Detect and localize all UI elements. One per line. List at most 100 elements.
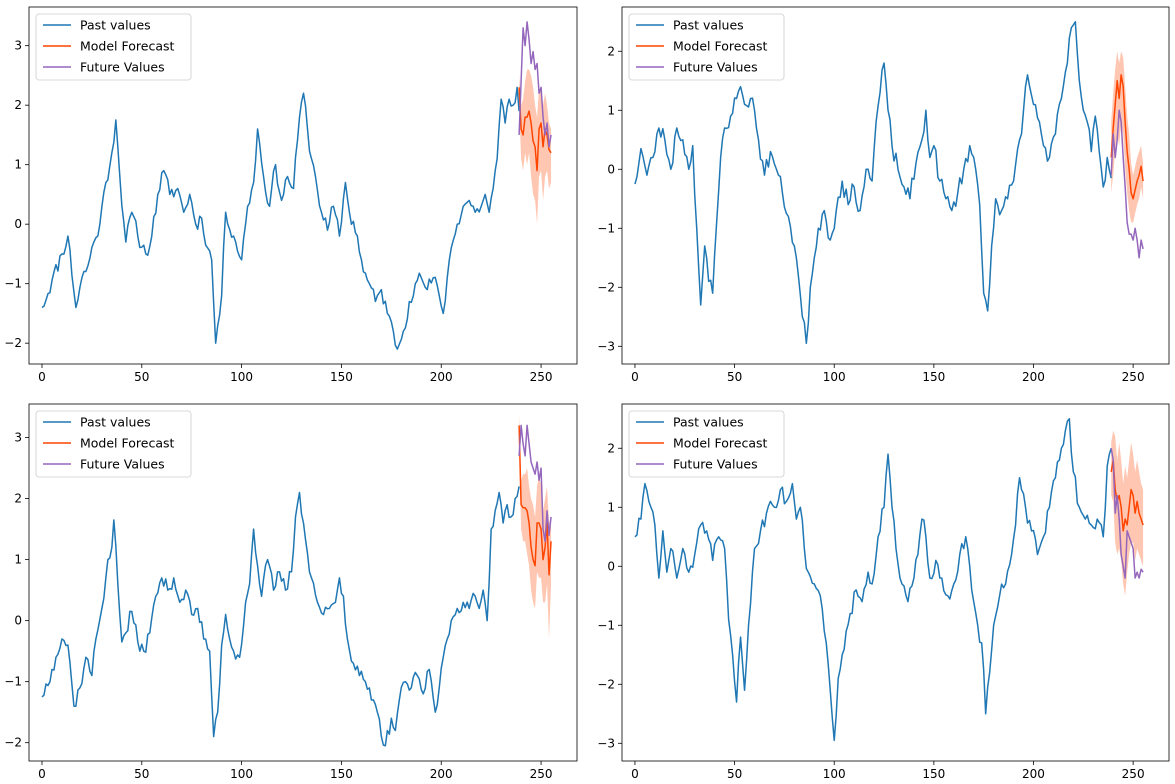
y-tick-label: −2	[4, 336, 22, 350]
x-tick-label: 200	[1022, 767, 1045, 781]
y-tick-label: 0	[607, 162, 615, 176]
x-tick-label: 0	[38, 767, 46, 781]
legend-label: Past values	[673, 415, 744, 430]
x-tick-label: 150	[330, 370, 353, 384]
legend: Past values Model Forecast Future Values	[628, 410, 785, 478]
legend: Past values Model Forecast Future Values	[628, 13, 785, 81]
x-tick-label: 100	[230, 370, 253, 384]
subplot-1: 0 50 100 150 200 250 −2 −1 0 1 2 3 Past values Model …	[4, 6, 578, 384]
y-tick-label: −1	[597, 618, 615, 632]
y-tick-label: 1	[14, 158, 22, 172]
x-tick-label: 250	[1122, 370, 1145, 384]
x-tick-label: 250	[530, 370, 553, 384]
subplot-2: 0 50 100 150 200 250 −3 −2 −1 0 1 2 Past values Model…	[597, 6, 1170, 384]
legend: Past values Model Forecast Future Values	[35, 13, 192, 81]
legend-label: Model Forecast	[673, 436, 767, 451]
past-values-line	[634, 21, 1112, 345]
future-values-line	[518, 424, 552, 543]
y-tick-label: −1	[597, 221, 615, 235]
x-tick-label: 100	[823, 370, 846, 384]
legend-label: Future Values	[673, 457, 758, 472]
x-tick-label: 50	[727, 767, 742, 781]
x-tick-label: 100	[823, 767, 846, 781]
y-tick-label: −2	[597, 677, 615, 691]
y-tick-label: −3	[597, 736, 615, 750]
legend-box	[35, 13, 192, 81]
x-tick-label: 0	[631, 370, 639, 384]
legend: Past values Model Forecast Future Values	[35, 410, 192, 478]
y-tick-label: 0	[14, 217, 22, 231]
x-tick-label: 200	[430, 370, 453, 384]
x-axis: 0 50 100 150 200 250	[631, 761, 1145, 781]
x-tick-label: 250	[1122, 767, 1145, 781]
x-tick-label: 150	[922, 370, 945, 384]
x-tick-label: 100	[230, 767, 253, 781]
y-tick-label: −3	[597, 339, 615, 353]
y-tick-label: −2	[597, 280, 615, 294]
y-tick-label: −1	[4, 277, 22, 291]
y-tick-label: −2	[4, 736, 22, 750]
legend-label: Past values	[80, 18, 151, 33]
legend-label: Past values	[673, 18, 744, 33]
axes-frame	[621, 6, 1170, 365]
future-values-line	[518, 21, 552, 148]
past-values-line	[634, 418, 1112, 742]
axes-frame	[621, 403, 1170, 762]
y-tick-label: 2	[607, 441, 615, 455]
x-tick-label: 150	[922, 767, 945, 781]
y-axis: −3 −2 −1 0 1 2	[597, 441, 622, 750]
y-tick-label: 3	[14, 39, 22, 53]
plot-area	[41, 21, 552, 350]
forecast-interval-band	[1111, 430, 1144, 596]
legend-label: Model Forecast	[80, 39, 174, 54]
x-tick-label: 50	[727, 370, 742, 384]
legend-label: Past values	[80, 415, 151, 430]
legend-box	[35, 410, 192, 478]
past-values-line	[41, 86, 520, 350]
y-tick-label: 0	[14, 614, 22, 628]
x-tick-label: 50	[134, 767, 149, 781]
y-tick-label: 2	[607, 44, 615, 58]
y-axis: −2 −1 0 1 2 3	[4, 431, 29, 750]
legend-label: Model Forecast	[80, 436, 174, 451]
x-tick-label: 200	[430, 767, 453, 781]
x-tick-label: 0	[38, 370, 46, 384]
y-tick-label: 2	[14, 98, 22, 112]
x-tick-label: 200	[1022, 370, 1045, 384]
y-tick-label: 3	[14, 431, 22, 445]
past-values-line	[41, 486, 520, 747]
x-axis: 0 50 100 150 200 250	[38, 761, 553, 781]
legend-label: Future Values	[80, 457, 165, 472]
y-tick-label: 1	[607, 103, 615, 117]
legend-box	[628, 13, 785, 81]
y-tick-label: −1	[4, 675, 22, 689]
y-axis: −2 −1 0 1 2 3	[4, 39, 29, 350]
subplot-3: 0 50 100 150 200 250 −2 −1 0 1 2 3 Past values Model …	[4, 403, 578, 781]
plot-area	[634, 21, 1144, 345]
subplot-4: 0 50 100 150 200 250 −3 −2 −1 0 1 2 Past values Model…	[597, 403, 1170, 781]
legend-label: Model Forecast	[673, 39, 767, 54]
y-axis: −3 −2 −1 0 1 2	[597, 44, 622, 353]
x-axis: 0 50 100 150 200 250	[631, 364, 1145, 384]
legend-box	[628, 410, 785, 478]
y-tick-label: 1	[607, 500, 615, 514]
x-tick-label: 0	[631, 767, 639, 781]
x-tick-label: 250	[530, 767, 553, 781]
forecast-interval-band	[519, 413, 552, 639]
model-forecast-line	[1110, 74, 1144, 200]
axes-frame	[28, 6, 578, 365]
x-axis: 0 50 100 150 200 250	[38, 364, 553, 384]
legend-label: Future Values	[80, 60, 165, 75]
legend-label: Future Values	[673, 60, 758, 75]
plot-area	[41, 413, 552, 747]
axes-frame	[28, 403, 578, 762]
x-tick-label: 50	[134, 370, 149, 384]
x-tick-label: 150	[330, 767, 353, 781]
future-values-line	[1110, 109, 1144, 259]
y-tick-label: 1	[14, 553, 22, 567]
y-tick-label: 0	[607, 559, 615, 573]
future-values-line	[1110, 448, 1144, 579]
